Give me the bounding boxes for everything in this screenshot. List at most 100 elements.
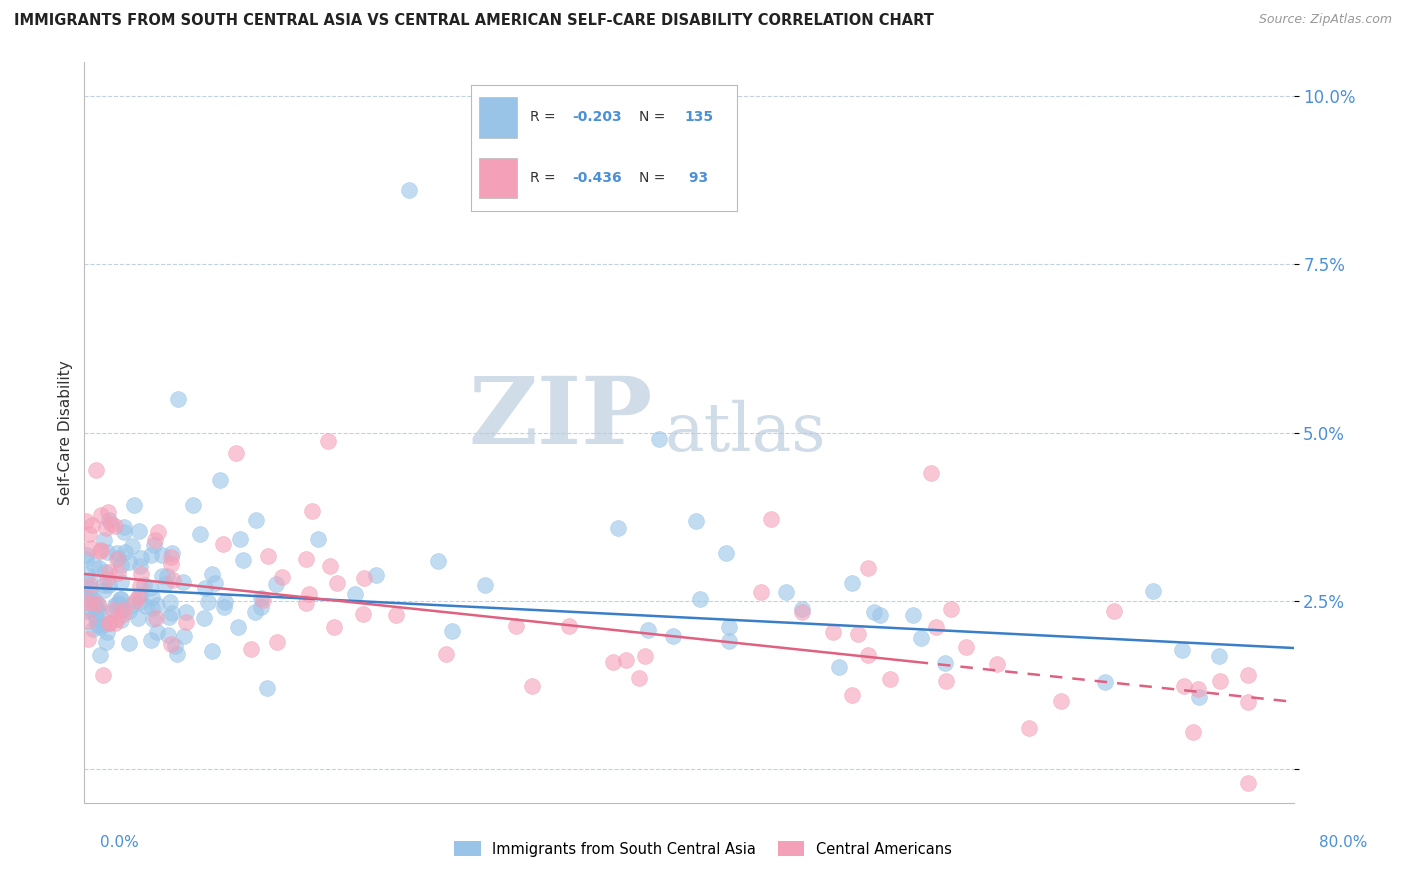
Point [440,624,463,639]
Point [75,552,97,566]
Point [118,555,141,569]
Point [129,595,152,609]
Point [520,679,543,693]
Point [240,641,263,656]
Point [159,550,181,565]
Point [307,532,329,546]
Point [505,619,527,633]
Point [174,605,197,619]
Point [190,527,212,541]
Point [1188,690,1211,705]
Point [841,576,863,591]
Point [174,615,197,629]
Point [87,598,110,612]
Point [955,640,977,654]
Point [901,607,924,622]
Point [1018,721,1040,735]
Point [94,521,117,535]
Point [83,593,105,607]
Point [637,623,659,637]
Point [427,553,450,567]
Point [129,559,152,574]
Point [143,533,166,548]
Point [869,608,891,623]
Point [209,473,232,487]
Point [163,640,186,654]
Point [319,558,342,573]
Point [80,602,103,616]
Point [1208,673,1230,688]
Point [228,533,250,547]
Text: IMMIGRANTS FROM SOUTH CENTRAL ASIA VS CENTRAL AMERICAN SELF-CARE DISABILITY CORR: IMMIGRANTS FROM SOUTH CENTRAL ASIA VS CE… [14,13,934,29]
Point [114,545,136,559]
Point [150,569,173,583]
Point [104,616,127,631]
Point [160,637,183,651]
Point [79,573,101,587]
Point [159,557,181,571]
Point [91,668,114,682]
Text: ZIP: ZIP [468,373,652,463]
Point [925,620,948,634]
Point [87,603,110,617]
Point [93,578,115,592]
Point [322,620,344,634]
Point [162,546,184,560]
Point [91,618,114,632]
Point [108,591,131,606]
Point [80,517,103,532]
Point [118,604,141,618]
Point [614,653,637,667]
Text: 80.0%: 80.0% [1319,836,1367,850]
Point [127,611,149,625]
Point [939,602,962,616]
Point [986,657,1008,671]
Point [828,660,851,674]
Point [107,596,129,610]
Point [1102,603,1125,617]
Point [761,512,783,526]
Point [193,611,215,625]
Point [398,183,420,197]
Point [139,582,162,596]
Point [93,582,115,597]
Point [264,577,287,591]
Point [141,591,163,605]
Point [1181,724,1204,739]
Point [86,618,108,632]
Point [661,629,683,643]
Point [89,620,111,634]
Point [718,634,741,648]
Point [98,513,121,527]
Point [250,591,273,605]
Point [295,597,318,611]
Point [1237,695,1260,709]
Point [167,392,190,406]
Point [935,673,957,688]
Point [256,681,278,695]
Point [76,614,98,628]
Point [1237,668,1260,682]
Point [628,671,651,685]
Point [243,606,266,620]
Point [80,541,103,555]
Point [139,549,162,563]
Point [920,466,942,480]
Point [94,635,117,649]
Point [118,636,141,650]
Point [858,561,880,575]
Point [96,624,118,639]
Point [156,628,179,642]
Point [101,603,124,617]
Point [75,514,97,528]
Point [105,552,128,566]
Point [157,610,180,624]
Text: Source: ZipAtlas.com: Source: ZipAtlas.com [1258,13,1392,27]
Point [1208,648,1230,663]
Point [858,648,880,662]
Point [82,623,104,637]
Point [153,576,176,591]
Point [89,561,111,575]
Point [105,612,128,626]
Point [162,573,184,587]
